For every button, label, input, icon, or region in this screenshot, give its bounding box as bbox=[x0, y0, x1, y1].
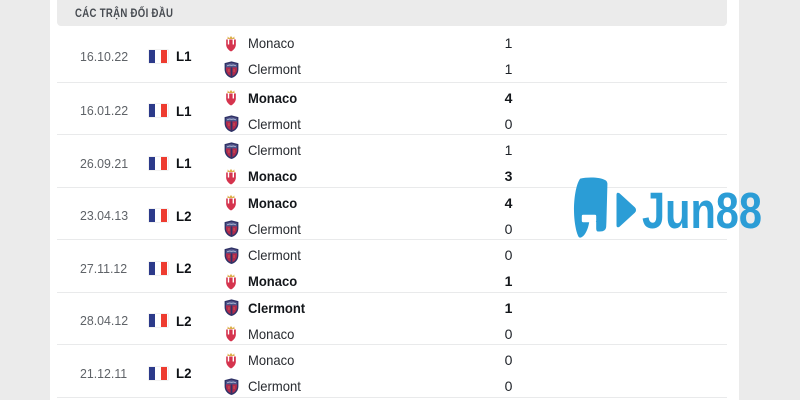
svg-text:Jun88: Jun88 bbox=[642, 182, 762, 239]
